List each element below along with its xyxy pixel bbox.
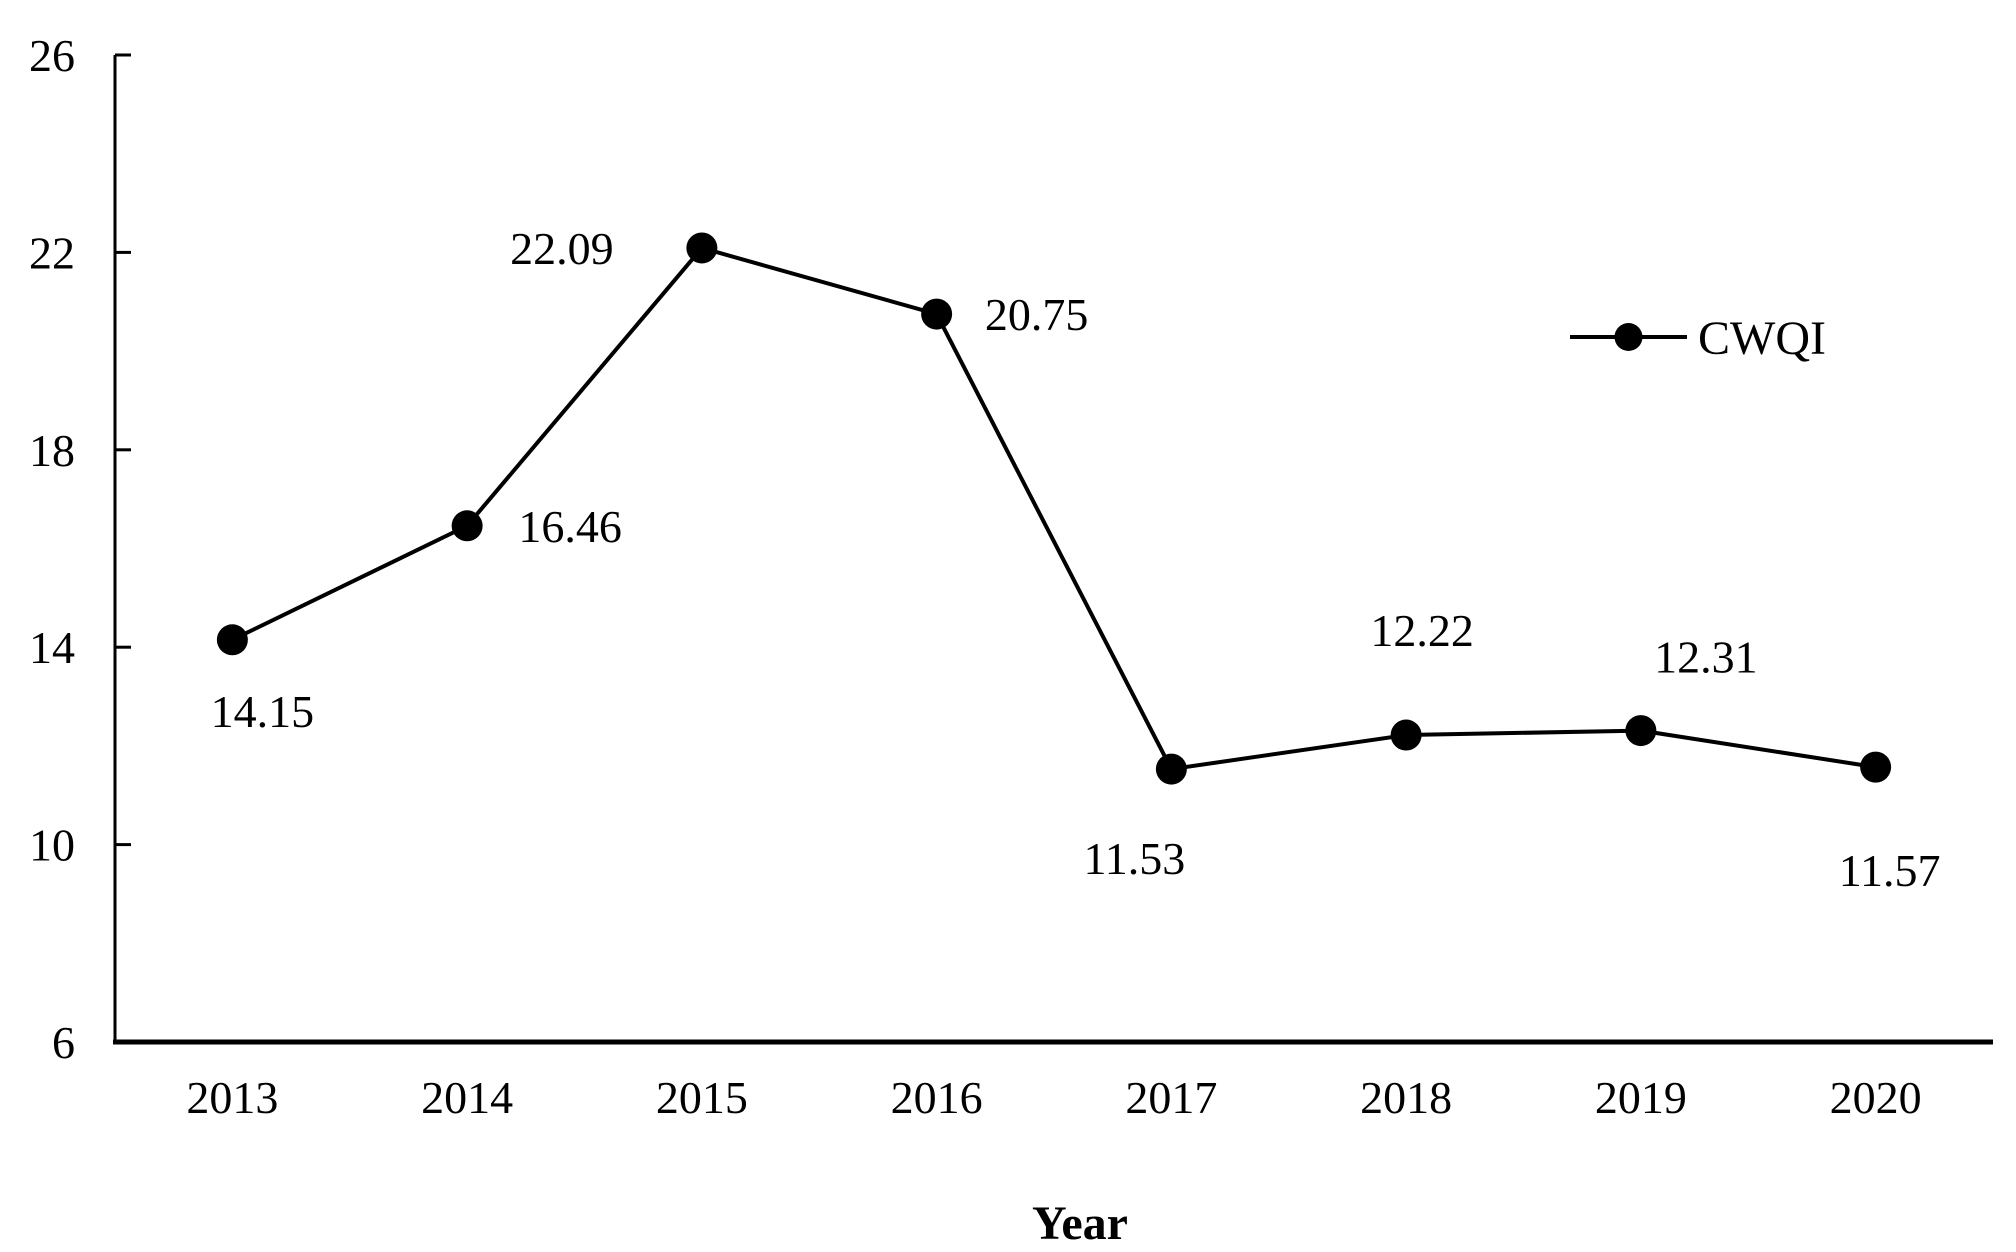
data-point-marker: [1860, 751, 1892, 783]
data-point-marker: [686, 232, 718, 264]
data-point-marker: [1390, 719, 1422, 751]
data-label: 14.15: [211, 686, 315, 737]
data-label: 12.22: [1370, 605, 1474, 656]
data-point-marker: [921, 298, 953, 330]
y-tick-label: 10: [29, 820, 75, 871]
data-label: 16.46: [518, 501, 622, 552]
data-label: 11.53: [1083, 833, 1185, 884]
data-point-marker: [1155, 753, 1187, 785]
x-axis-title: Year: [1032, 1197, 1128, 1250]
series-line: [231, 245, 1876, 772]
data-point-marker: [216, 624, 248, 656]
x-tick-label: 2015: [656, 1072, 748, 1123]
x-tick-label: 2014: [421, 1072, 513, 1123]
x-tick-label: 2013: [186, 1072, 278, 1123]
data-point-marker: [451, 510, 483, 542]
data-point-marker: [1625, 715, 1657, 747]
y-tick-label: 14: [29, 622, 75, 673]
x-tick-label: 2018: [1360, 1072, 1452, 1123]
legend-marker-icon: [1614, 323, 1643, 351]
legend-label: CWQI: [1698, 312, 1826, 365]
x-tick-label: 2016: [891, 1072, 983, 1123]
data-label: 20.75: [985, 289, 1089, 340]
data-label: 22.09: [510, 223, 614, 274]
y-tick-label: 18: [29, 425, 75, 476]
data-label: 11.57: [1839, 845, 1941, 896]
x-tick-label: 2020: [1830, 1072, 1922, 1123]
y-tick-label: 22: [29, 227, 75, 278]
data-label: 12.31: [1654, 632, 1758, 683]
y-tick-label: 26: [29, 30, 75, 81]
x-tick-label: 2017: [1125, 1072, 1217, 1123]
y-tick-label: 6: [52, 1017, 75, 1068]
x-tick-label: 2019: [1595, 1072, 1687, 1123]
